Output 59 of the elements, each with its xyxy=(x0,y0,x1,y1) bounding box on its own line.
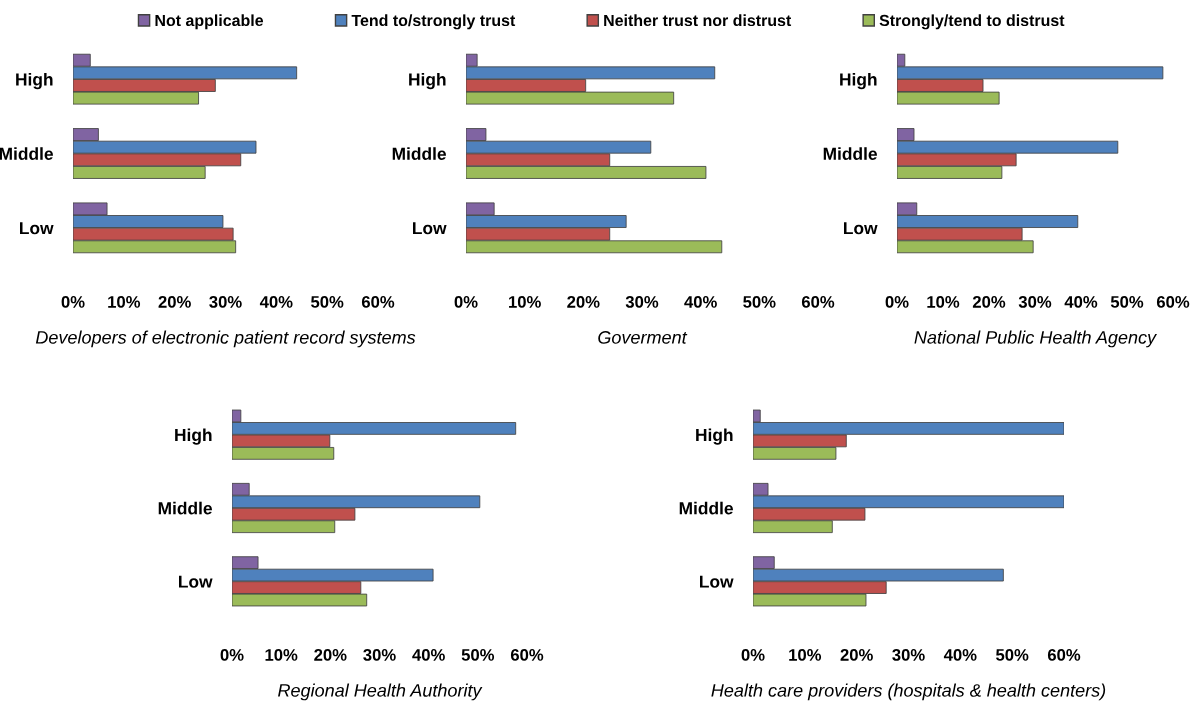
legend-label: Strongly/tend to distrust xyxy=(879,14,1065,30)
x-tick-label: 50% xyxy=(311,296,344,308)
x-tick-label: 20% xyxy=(567,296,600,308)
x-tick-label: 40% xyxy=(259,296,293,308)
y-tick-label: Low xyxy=(20,222,54,235)
x-tick-label: 10% xyxy=(927,296,960,308)
legend-label: Tend to/strongly trust xyxy=(351,14,516,30)
x-tick-label: 10% xyxy=(789,649,822,661)
x-tick-label: 50% xyxy=(1110,296,1144,308)
y-tick-label: High xyxy=(696,428,733,445)
y-tick-label: Low xyxy=(700,575,734,588)
x-tick-label: 60% xyxy=(361,296,395,308)
y-tick-label: High xyxy=(840,72,877,90)
x-tick-label: 0% xyxy=(885,296,909,308)
x-tick-label: 30% xyxy=(363,649,396,661)
x-tick-label: 10% xyxy=(265,649,298,661)
x-tick-label: 40% xyxy=(412,649,445,661)
x-tick-label: 60% xyxy=(1047,649,1081,661)
y-tick-label: Middle xyxy=(679,501,733,515)
legend-label: Neither trust nor distrust xyxy=(604,14,792,27)
x-axis-title: Regional Health Authority xyxy=(278,683,483,701)
x-tick-label: 30% xyxy=(209,296,242,308)
x-tick-label: 50% xyxy=(743,296,776,308)
y-tick-label: Low xyxy=(179,575,213,588)
x-tick-label: 30% xyxy=(1018,296,1052,308)
x-tick-label: 20% xyxy=(840,649,873,661)
y-tick-label: Middle xyxy=(0,147,53,160)
x-tick-label: 0% xyxy=(454,296,478,308)
x-tick-label: 10% xyxy=(509,296,541,308)
x-tick-label: 40% xyxy=(684,296,717,308)
y-tick-label: High xyxy=(409,72,446,90)
x-tick-label: 50% xyxy=(996,649,1029,661)
y-tick-label: Low xyxy=(413,222,447,235)
y-tick-label: High xyxy=(175,428,212,445)
x-tick-label: 20% xyxy=(972,296,1006,308)
x-axis-title: National Public Health Agency xyxy=(914,330,1158,348)
x-axis-title: Developers of electronic patient record systems xyxy=(35,330,416,348)
x-tick-label: 0% xyxy=(61,296,85,308)
y-tick-label: Middle xyxy=(823,147,877,160)
x-tick-label: 50% xyxy=(461,649,495,661)
x-tick-label: 60% xyxy=(801,296,835,308)
x-axis-title: Goverment xyxy=(598,331,688,344)
x-tick-label: 0% xyxy=(741,649,765,661)
x-tick-label: 40% xyxy=(1064,296,1098,308)
y-tick-label: Low xyxy=(844,222,878,235)
x-axis-title: Health care providers (hospitals & health centers) xyxy=(711,683,1106,701)
x-tick-label: 30% xyxy=(625,296,659,308)
x-tick-label: 0% xyxy=(220,649,244,661)
x-tick-label: 60% xyxy=(510,649,544,661)
y-tick-label: Middle xyxy=(392,147,446,160)
x-tick-label: 20% xyxy=(158,296,191,308)
x-tick-label: 30% xyxy=(892,649,925,661)
x-tick-label: 10% xyxy=(108,296,141,308)
y-tick-label: Middle xyxy=(158,501,212,515)
y-tick-label: High xyxy=(16,72,53,90)
x-tick-label: 20% xyxy=(314,649,347,661)
x-tick-label: 40% xyxy=(943,649,977,661)
legend-label: Not applicable xyxy=(155,14,264,30)
x-tick-label: 60% xyxy=(1156,296,1190,308)
